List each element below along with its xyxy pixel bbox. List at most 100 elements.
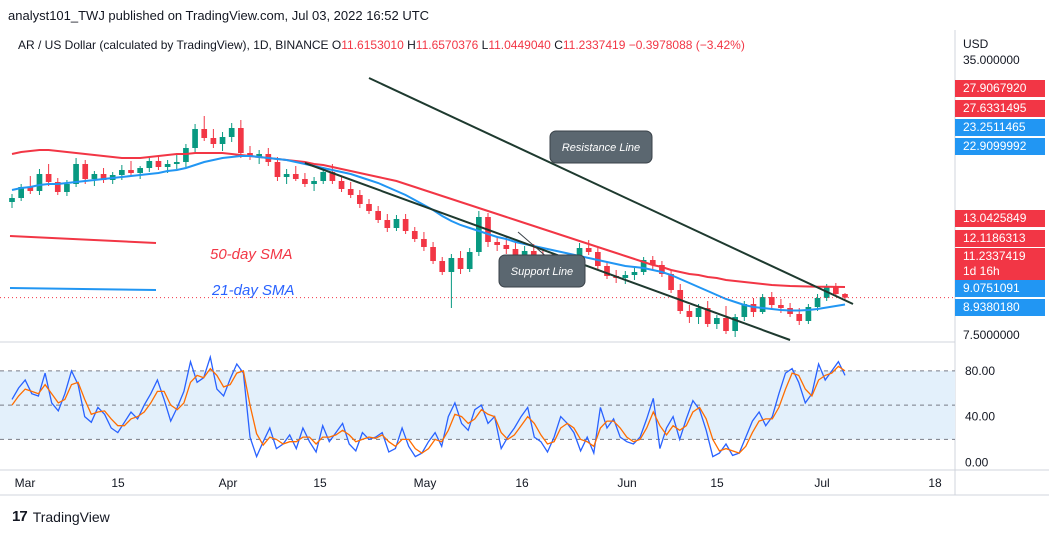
candle-body: [476, 217, 482, 252]
candle-body: [54, 182, 61, 192]
candle-body: [421, 239, 427, 247]
candle-body: [714, 318, 720, 324]
price-label-box: [955, 100, 1045, 117]
candle-body: [210, 138, 217, 144]
resistance-callout-box: [549, 130, 653, 164]
publisher-line: analyst101_TWJ published on TradingView.…: [8, 8, 430, 23]
candle-body: [137, 168, 143, 173]
candle-body: [622, 275, 629, 278]
candle-body: [302, 179, 308, 184]
resistance-callout-label: Resistance Line: [562, 142, 640, 154]
candle-body: [842, 294, 848, 298]
candle-body: [585, 248, 592, 252]
candle-body: [256, 154, 262, 157]
price-label-text: 13.0425849: [963, 211, 1027, 225]
candle-body: [347, 189, 354, 195]
candle-body: [173, 162, 180, 164]
time-tick-label: 15: [710, 476, 724, 490]
candle-body: [155, 161, 162, 167]
open-value: 11.6153010: [341, 38, 404, 52]
price-label-box: [955, 230, 1045, 247]
price-label-text: 12.1186313: [963, 231, 1026, 245]
candle-body: [146, 161, 153, 168]
candle-body: [338, 181, 345, 189]
time-tick-label: 15: [111, 476, 125, 490]
price-label-box: [955, 280, 1045, 297]
candle-body: [91, 174, 98, 179]
candle-body: [366, 204, 372, 211]
candle-body: [430, 247, 436, 261]
candle-body: [119, 170, 125, 175]
price-label-text: 27.9067920: [963, 81, 1027, 95]
close-label: C: [554, 38, 563, 52]
candle-body: [457, 258, 464, 269]
price-tick-label: 7.5000000: [963, 328, 1020, 342]
price-label-text: 23.2511465: [963, 120, 1026, 134]
stoch-tick-label: 0.00: [965, 455, 989, 469]
symbol-label: AR / US Dollar (calculated by TradingVie…: [18, 38, 329, 52]
price-label-text: 1d 16h: [963, 264, 1000, 278]
support-trendline: [304, 162, 791, 341]
candle-body: [411, 231, 418, 239]
sma21-annotation: 21-day SMA: [211, 282, 295, 299]
candle-body: [45, 174, 52, 182]
candle-body: [833, 286, 839, 294]
resistance-trendline: [368, 77, 854, 305]
sma50-legend-stroke: [9, 235, 157, 244]
candle-body: [530, 251, 537, 256]
price-label-box: [955, 299, 1045, 316]
sma21-legend-stroke: [9, 287, 157, 291]
candle-body: [73, 164, 79, 184]
candle-body: [512, 249, 519, 255]
support-callout-label: Support Line: [511, 266, 573, 278]
candle-body: [466, 252, 473, 269]
candle-body: [494, 242, 500, 245]
stoch-tick-label: 80.00: [965, 364, 995, 378]
candle-body: [402, 219, 409, 231]
price-label-text: 11.2337419: [963, 249, 1026, 263]
candle-body: [100, 174, 107, 180]
high-label: H: [407, 38, 416, 52]
candle-body: [228, 128, 235, 137]
candle-body: [668, 274, 674, 290]
candle-body: [384, 220, 391, 228]
candle-body: [503, 245, 510, 249]
low-label: L: [481, 38, 489, 52]
change-value: −0.3978088 (−3.42%): [628, 38, 745, 52]
candle-body: [521, 251, 528, 255]
candle-body: [292, 174, 299, 179]
candle-body: [659, 265, 665, 274]
close-value: 11.2337419: [562, 38, 626, 52]
candle-body: [805, 307, 812, 321]
price-label-box: [955, 138, 1045, 155]
candle-body: [723, 318, 729, 331]
candle-body: [439, 261, 446, 272]
high-value: 11.6570376: [415, 38, 479, 52]
candle-body: [82, 164, 89, 179]
candle-body: [604, 266, 610, 276]
tradingview-logo-icon: 17: [12, 508, 28, 525]
candle-body: [686, 311, 693, 317]
low-value: 11.0449040: [488, 38, 551, 52]
time-tick-label: Mar: [15, 476, 36, 490]
time-tick-label: May: [414, 476, 437, 490]
candle-body: [311, 181, 317, 184]
candle-body: [64, 184, 70, 192]
sma50-annotation: 50-day SMA: [210, 246, 293, 263]
price-label-box: [955, 263, 1045, 280]
time-tick-label: 18: [928, 476, 942, 490]
candle-body: [320, 172, 327, 181]
candle-body: [219, 137, 226, 144]
candle-body: [640, 260, 647, 272]
sma21-line: [11, 155, 846, 312]
footer-brand: 17 TradingView: [12, 508, 110, 525]
candle-body: [128, 170, 134, 173]
candle-body: [27, 187, 34, 191]
price-label-text: 9.0751091: [963, 281, 1020, 295]
candle-body: [759, 297, 766, 312]
candle-body: [741, 304, 748, 317]
candle-body: [704, 308, 711, 324]
ohlc-legend: AR / US Dollar (calculated by TradingVie…: [18, 38, 745, 52]
candle-body: [375, 211, 381, 220]
